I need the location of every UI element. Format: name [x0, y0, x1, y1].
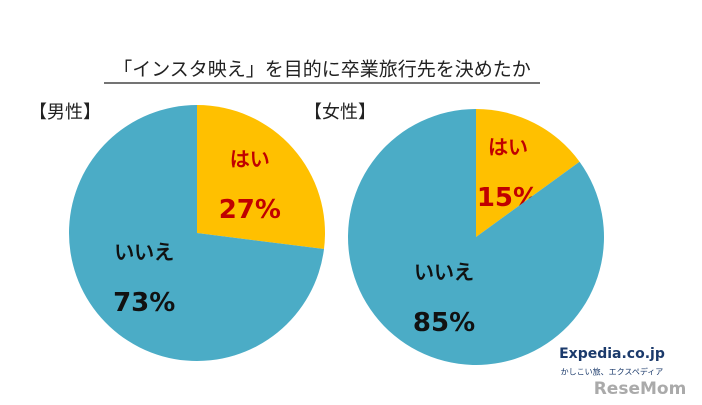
pie-slice: [197, 105, 326, 250]
slice-category: いいえ: [414, 260, 474, 284]
slice-category: はい: [230, 147, 270, 171]
pie-slice: [476, 109, 580, 237]
slice-category: いいえ: [114, 240, 174, 264]
pie-subtitle: 【男性】: [29, 102, 101, 123]
pie-slice: [348, 109, 605, 365]
slice-value-label: 27%: [219, 195, 281, 225]
title: 「インスタ映え」を目的に卒業旅行先を決めたか: [113, 59, 531, 81]
site-logo: ReseMom: [594, 379, 687, 399]
slice-category: はい: [488, 135, 528, 159]
pie-slice: [69, 105, 324, 362]
slice-value-label: 85%: [413, 308, 475, 338]
pie-subtitle: 【女性】: [304, 102, 376, 123]
brand-logo: Expedia.co.jp: [559, 346, 665, 362]
brand-tagline: かしこい旅、エクスペディア: [561, 367, 664, 377]
slice-value-label: 73%: [113, 288, 175, 318]
